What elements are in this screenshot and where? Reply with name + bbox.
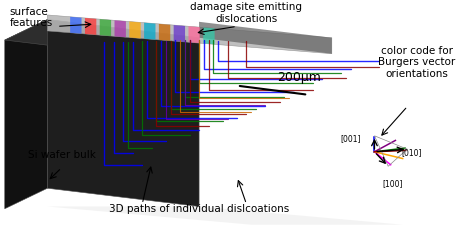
Text: surface
features: surface features (9, 7, 53, 28)
Text: [001]: [001] (340, 134, 361, 143)
Polygon shape (5, 20, 47, 209)
Polygon shape (159, 25, 170, 42)
Polygon shape (144, 24, 155, 40)
Polygon shape (5, 20, 199, 59)
Polygon shape (129, 22, 141, 39)
Polygon shape (100, 20, 111, 37)
Text: [100]: [100] (383, 178, 403, 187)
Polygon shape (199, 23, 332, 54)
Text: 3D paths of individual dislcoations: 3D paths of individual dislcoations (109, 203, 289, 213)
Polygon shape (189, 27, 200, 44)
Text: damage site emitting
dislocations: damage site emitting dislocations (191, 2, 302, 24)
Polygon shape (85, 19, 96, 36)
Text: Si wafer bulk: Si wafer bulk (27, 150, 96, 160)
Polygon shape (203, 28, 215, 45)
Polygon shape (70, 18, 82, 35)
Polygon shape (173, 26, 185, 43)
Text: 200μm: 200μm (277, 71, 321, 84)
Text: color code for
Burgers vector
orientations: color code for Burgers vector orientatio… (379, 45, 456, 79)
Polygon shape (47, 20, 199, 207)
Text: [010]: [010] (401, 147, 422, 156)
Polygon shape (47, 16, 332, 54)
Polygon shape (115, 21, 126, 38)
Polygon shape (47, 207, 403, 225)
